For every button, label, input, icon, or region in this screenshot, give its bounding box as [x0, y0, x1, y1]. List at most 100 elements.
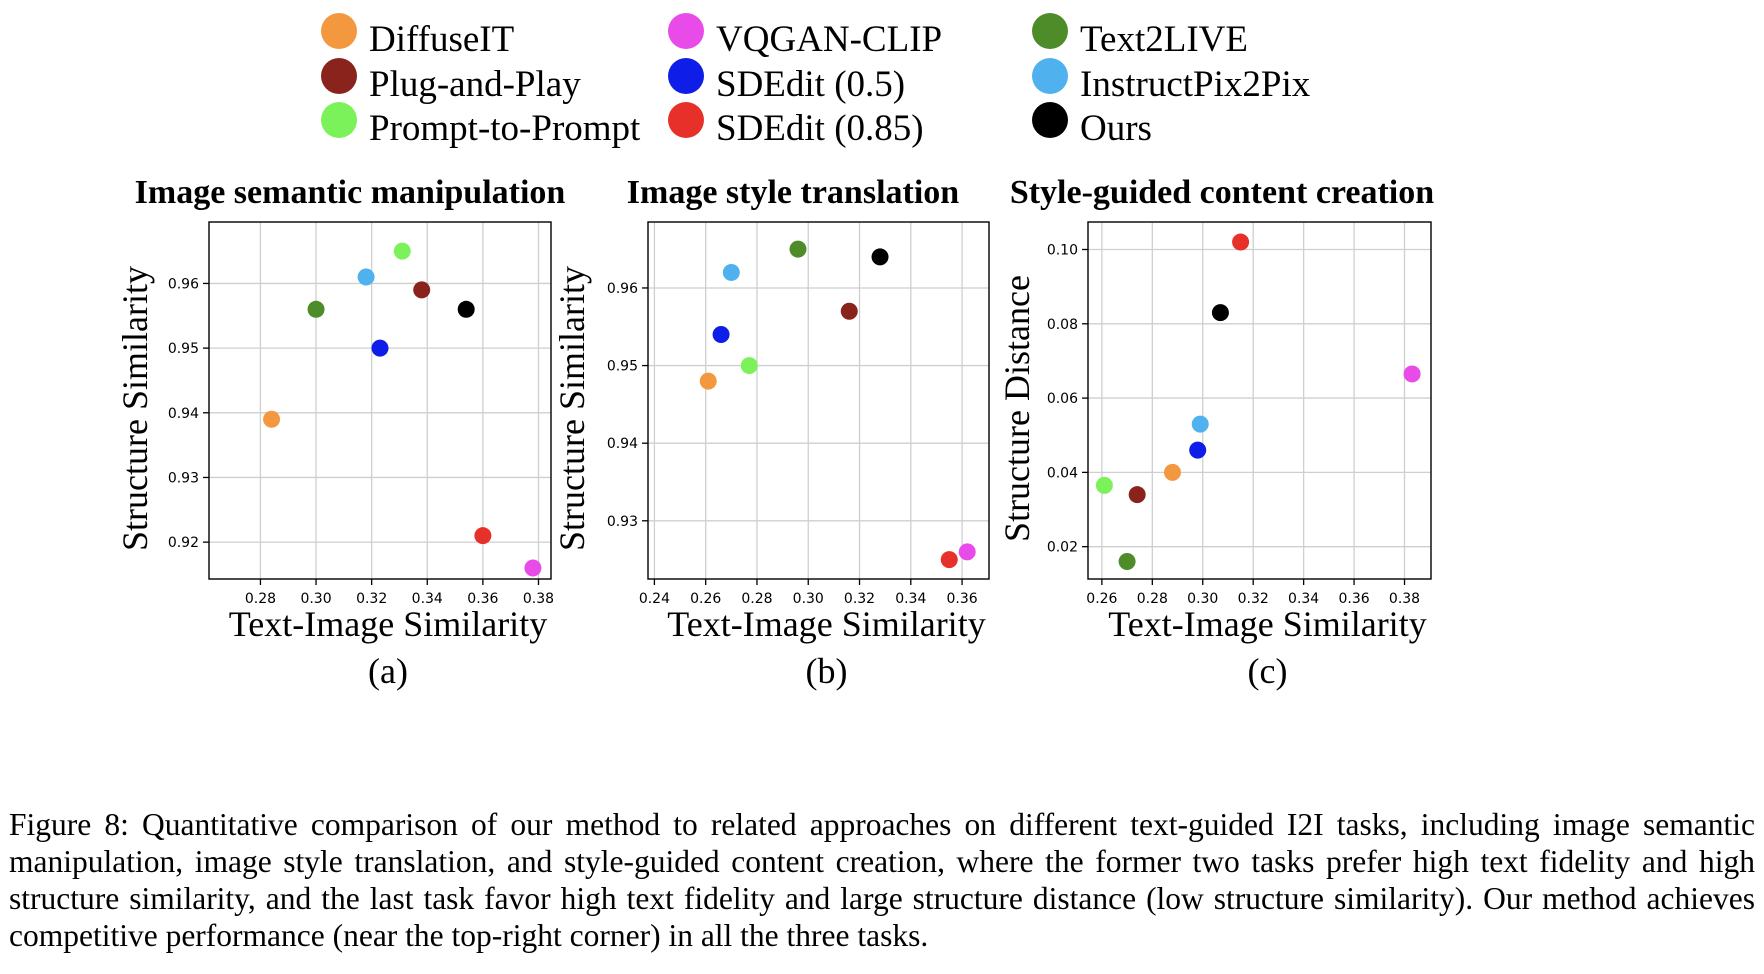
legend-label: InstructPix2Pix — [1080, 64, 1311, 105]
data-point-sdedit-0-85 — [1232, 233, 1250, 251]
x-axis-label: Text-Image Similarity — [667, 604, 985, 644]
data-point-sdedit-0-85 — [474, 527, 492, 545]
x-tick-label: 0.36 — [467, 591, 498, 607]
x-tick-label: 0.36 — [1338, 591, 1369, 607]
chart-panel-3: 0.26 0.28 0.30 0.32 0.34 0.36 0.38 0.02 0.04 0.06… — [997, 174, 1434, 691]
x-axis-label: Text-Image Similarity — [229, 604, 547, 644]
y-tick-label: 0.96 — [168, 276, 199, 292]
data-point-plug-and-play — [413, 281, 431, 299]
y-tick-label: 0.06 — [1047, 391, 1078, 407]
data-point-sdedit-0-85 — [940, 551, 958, 569]
plot-frame — [647, 221, 990, 580]
data-point-diffuseit — [699, 372, 717, 390]
y-tick-label: 0.96 — [607, 281, 638, 297]
y-tick-label: 0.93 — [168, 470, 199, 486]
y-tick-label: 0.95 — [607, 359, 638, 375]
legend-marker-icon — [1032, 58, 1068, 94]
chart-title: Image semantic manipulation — [135, 174, 566, 211]
x-tick-label: 0.34 — [412, 591, 443, 607]
data-point-plug-and-play — [840, 302, 858, 320]
data-point-text2live — [789, 240, 807, 258]
x-tick-label: 0.34 — [1288, 591, 1319, 607]
legend-label: Prompt-to-Prompt — [369, 108, 641, 149]
x-tick-label: 0.36 — [946, 591, 977, 607]
x-tick-label: 0.30 — [300, 591, 331, 607]
data-point-ours — [457, 300, 475, 318]
caption-text: Figure 8: Quantitative comparison of our… — [9, 807, 1755, 953]
data-point-plug-and-play — [1128, 486, 1146, 504]
legend-item-text2live: Text2LIVE — [1032, 13, 1248, 60]
data-point-diffuseit — [263, 410, 281, 428]
legend-item-vqgan-clip: VQGAN-CLIP — [668, 13, 943, 60]
x-tick-label: 0.38 — [1389, 591, 1420, 607]
data-point-diffuseit — [1163, 463, 1181, 481]
x-tick-label: 0.32 — [844, 591, 875, 607]
data-point-ours — [871, 248, 889, 266]
legend-marker-icon — [668, 102, 704, 138]
data-point-prompt-to-prompt — [1095, 476, 1113, 494]
legend-marker-icon — [321, 58, 357, 94]
x-tick-label: 0.30 — [1187, 591, 1218, 607]
x-tick-label: 0.38 — [523, 591, 554, 607]
legend-marker-icon — [668, 13, 704, 49]
data-point-ours — [1211, 304, 1229, 322]
legend-marker-icon — [1032, 13, 1068, 49]
legend-item-sdedit-085: SDEdit (0.85) — [668, 102, 924, 149]
panel-label: (a) — [368, 651, 408, 691]
legend-label: DiffuseIT — [369, 19, 515, 60]
data-point-prompt-to-prompt — [740, 357, 758, 375]
data-point-sdedit-0-5 — [1189, 441, 1207, 459]
x-tick-label: 0.26 — [1086, 591, 1117, 607]
x-tick-label: 0.32 — [356, 591, 387, 607]
legend-item-diffuseit: DiffuseIT — [321, 13, 515, 60]
legend-marker-icon — [668, 58, 704, 94]
y-tick-label: 0.04 — [1047, 465, 1078, 481]
x-tick-label: 0.24 — [639, 591, 670, 607]
panel-label: (c) — [1248, 651, 1288, 691]
y-tick-label: 0.10 — [1047, 242, 1078, 258]
legend-marker-icon — [1032, 102, 1068, 138]
legend-marker-icon — [321, 13, 357, 49]
x-tick-label: 0.34 — [895, 591, 926, 607]
y-tick-label: 0.93 — [607, 514, 638, 530]
y-tick-label: 0.94 — [168, 406, 199, 422]
legend: DiffuseIT Plug-and-Play Prompt-to-Prompt… — [0, 0, 1764, 175]
y-tick-label: 0.95 — [168, 341, 199, 357]
data-point-vqgan-clip — [958, 543, 976, 561]
y-tick-label: 0.02 — [1047, 540, 1078, 556]
data-point-prompt-to-prompt — [393, 242, 411, 260]
x-tick-label: 0.32 — [1238, 591, 1269, 607]
data-point-text2live — [1118, 553, 1136, 571]
legend-label: Text2LIVE — [1080, 19, 1248, 60]
legend-item-ours: Ours — [1032, 102, 1152, 149]
data-point-instructpix2pix — [722, 263, 740, 281]
x-axis-label: Text-Image Similarity — [1108, 604, 1426, 644]
legend-label: SDEdit (0.5) — [716, 64, 906, 105]
x-tick-label: 0.28 — [741, 591, 772, 607]
legend-item-prompt-to-prompt: Prompt-to-Prompt — [321, 102, 641, 149]
y-axis-label: Structure Similarity — [115, 266, 155, 551]
legend-item-sdedit-05: SDEdit (0.5) — [668, 58, 906, 105]
x-tick-label: 0.28 — [245, 591, 276, 607]
y-axis-label: Structure Distance — [997, 275, 1037, 542]
data-point-sdedit-0-5 — [712, 326, 730, 344]
legend-item-plug-and-play: Plug-and-Play — [321, 58, 581, 105]
data-point-instructpix2pix — [1191, 415, 1209, 433]
chart-title: Image style translation — [627, 174, 960, 211]
chart-title: Style-guided content creation — [1010, 174, 1434, 211]
figure-caption: Figure 8: Quantitative comparison of our… — [9, 806, 1755, 954]
legend-label: SDEdit (0.85) — [716, 108, 924, 149]
data-point-vqgan-clip — [1403, 365, 1421, 383]
x-tick-label: 0.28 — [1137, 591, 1168, 607]
y-tick-label: 0.92 — [168, 535, 199, 551]
legend-label: Plug-and-Play — [369, 64, 581, 105]
legend-label: VQGAN-CLIP — [716, 19, 943, 60]
charts-area: 0.28 0.30 0.32 0.34 0.36 0.38 0.92 0.93 0.94 0.95… — [115, 174, 1434, 691]
data-point-instructpix2pix — [357, 268, 375, 286]
plot-frame — [208, 221, 552, 580]
legend-marker-icon — [321, 102, 357, 138]
data-point-text2live — [307, 300, 325, 318]
x-tick-label: 0.26 — [690, 591, 721, 607]
y-axis-label: Structure Similarity — [552, 266, 592, 551]
